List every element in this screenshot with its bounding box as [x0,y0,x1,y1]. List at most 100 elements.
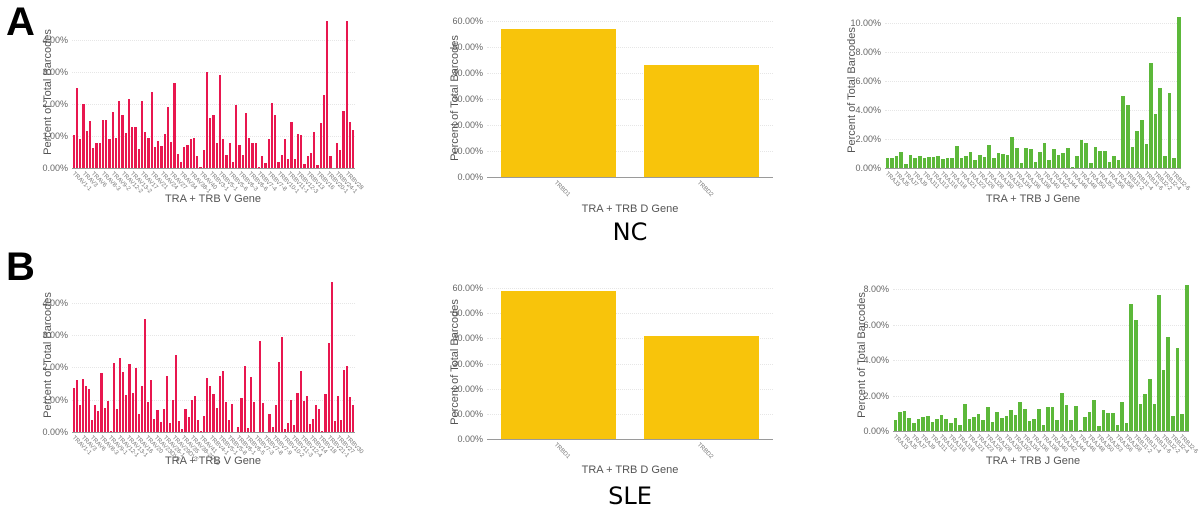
bar[interactable] [348,121,352,168]
bar[interactable] [976,413,981,431]
bar[interactable] [254,143,257,168]
bar[interactable] [1083,416,1087,431]
bar[interactable] [111,112,114,168]
bar[interactable] [212,115,215,168]
bar[interactable] [277,361,280,432]
bar[interactable] [1147,379,1152,431]
bar[interactable] [193,396,196,432]
bar[interactable] [1032,418,1036,431]
bar[interactable] [173,83,176,168]
bar[interactable] [950,158,954,168]
bar[interactable] [81,379,84,432]
bar[interactable] [958,424,962,431]
bar[interactable] [265,431,268,432]
bar[interactable] [885,157,890,168]
bar[interactable] [343,369,346,432]
bar[interactable] [1046,406,1050,431]
bar[interactable] [922,157,927,168]
bar[interactable] [206,378,209,432]
bar[interactable] [240,398,243,432]
bar[interactable] [316,165,319,168]
bar[interactable] [1079,140,1084,168]
bar[interactable] [280,155,283,168]
bar[interactable] [1166,337,1170,431]
bar[interactable] [259,341,262,432]
bar[interactable] [1010,137,1014,168]
bar[interactable] [170,142,173,168]
bar[interactable] [118,100,121,168]
bar[interactable] [1129,303,1133,431]
bar[interactable] [908,154,913,168]
bar[interactable] [1134,320,1138,431]
bar[interactable] [1033,162,1038,168]
bar[interactable] [907,417,911,431]
bar[interactable] [1167,93,1172,168]
bar[interactable] [192,137,196,168]
bar[interactable] [231,403,234,432]
bar[interactable] [153,146,157,168]
bar[interactable] [215,408,218,432]
bar[interactable] [140,386,144,432]
bar[interactable] [95,143,98,168]
bar[interactable] [352,129,355,168]
bar[interactable] [175,355,178,432]
bar[interactable] [153,419,156,432]
bar[interactable] [131,127,134,168]
bar[interactable] [1143,394,1147,431]
bar[interactable] [134,126,137,168]
bar[interactable] [84,386,88,432]
bar[interactable] [227,420,231,432]
bar[interactable] [1172,158,1176,168]
bar[interactable] [184,408,187,432]
bar[interactable] [999,418,1004,431]
bar[interactable] [921,417,925,431]
bar[interactable] [156,410,159,432]
bar[interactable] [235,104,238,168]
bar[interactable] [302,401,305,432]
bar[interactable] [1107,162,1112,168]
bar[interactable] [1065,148,1070,168]
bar[interactable] [1024,147,1028,168]
bar[interactable] [150,92,153,168]
bar[interactable] [157,141,160,168]
bar[interactable] [1009,410,1013,431]
bar[interactable] [218,375,221,432]
bar[interactable] [333,420,336,432]
bar[interactable] [225,155,228,168]
bar[interactable] [1060,392,1064,431]
bar[interactable] [237,427,240,432]
bar[interactable] [221,370,224,432]
bar[interactable] [144,132,147,168]
bar[interactable] [91,419,94,432]
bar[interactable] [209,117,212,168]
bar[interactable] [939,414,944,431]
bar[interactable] [1120,401,1124,431]
bar[interactable] [904,163,908,168]
bar[interactable] [163,133,166,168]
bar[interactable] [1110,413,1115,431]
bar[interactable] [280,336,283,432]
bar[interactable] [1097,425,1101,431]
bar[interactable] [283,138,287,168]
bar[interactable] [114,137,118,168]
bar[interactable] [1098,150,1102,168]
bar[interactable] [121,115,124,168]
bar[interactable] [261,155,264,168]
bar[interactable] [936,156,940,168]
bar[interactable] [205,72,209,168]
bar[interactable] [1004,416,1009,431]
bar[interactable] [1087,412,1092,431]
bar[interactable] [290,400,293,432]
bar[interactable] [147,137,150,168]
bar[interactable] [318,408,321,432]
bar[interactable] [1139,119,1144,168]
bar[interactable] [349,397,352,432]
bar[interactable] [178,420,181,432]
bar[interactable] [101,120,105,168]
bar[interactable] [1106,413,1110,431]
bar[interactable] [336,396,339,432]
bar[interactable] [218,74,222,168]
bar[interactable] [335,143,339,168]
bar[interactable] [339,420,343,432]
bar[interactable] [315,405,318,432]
